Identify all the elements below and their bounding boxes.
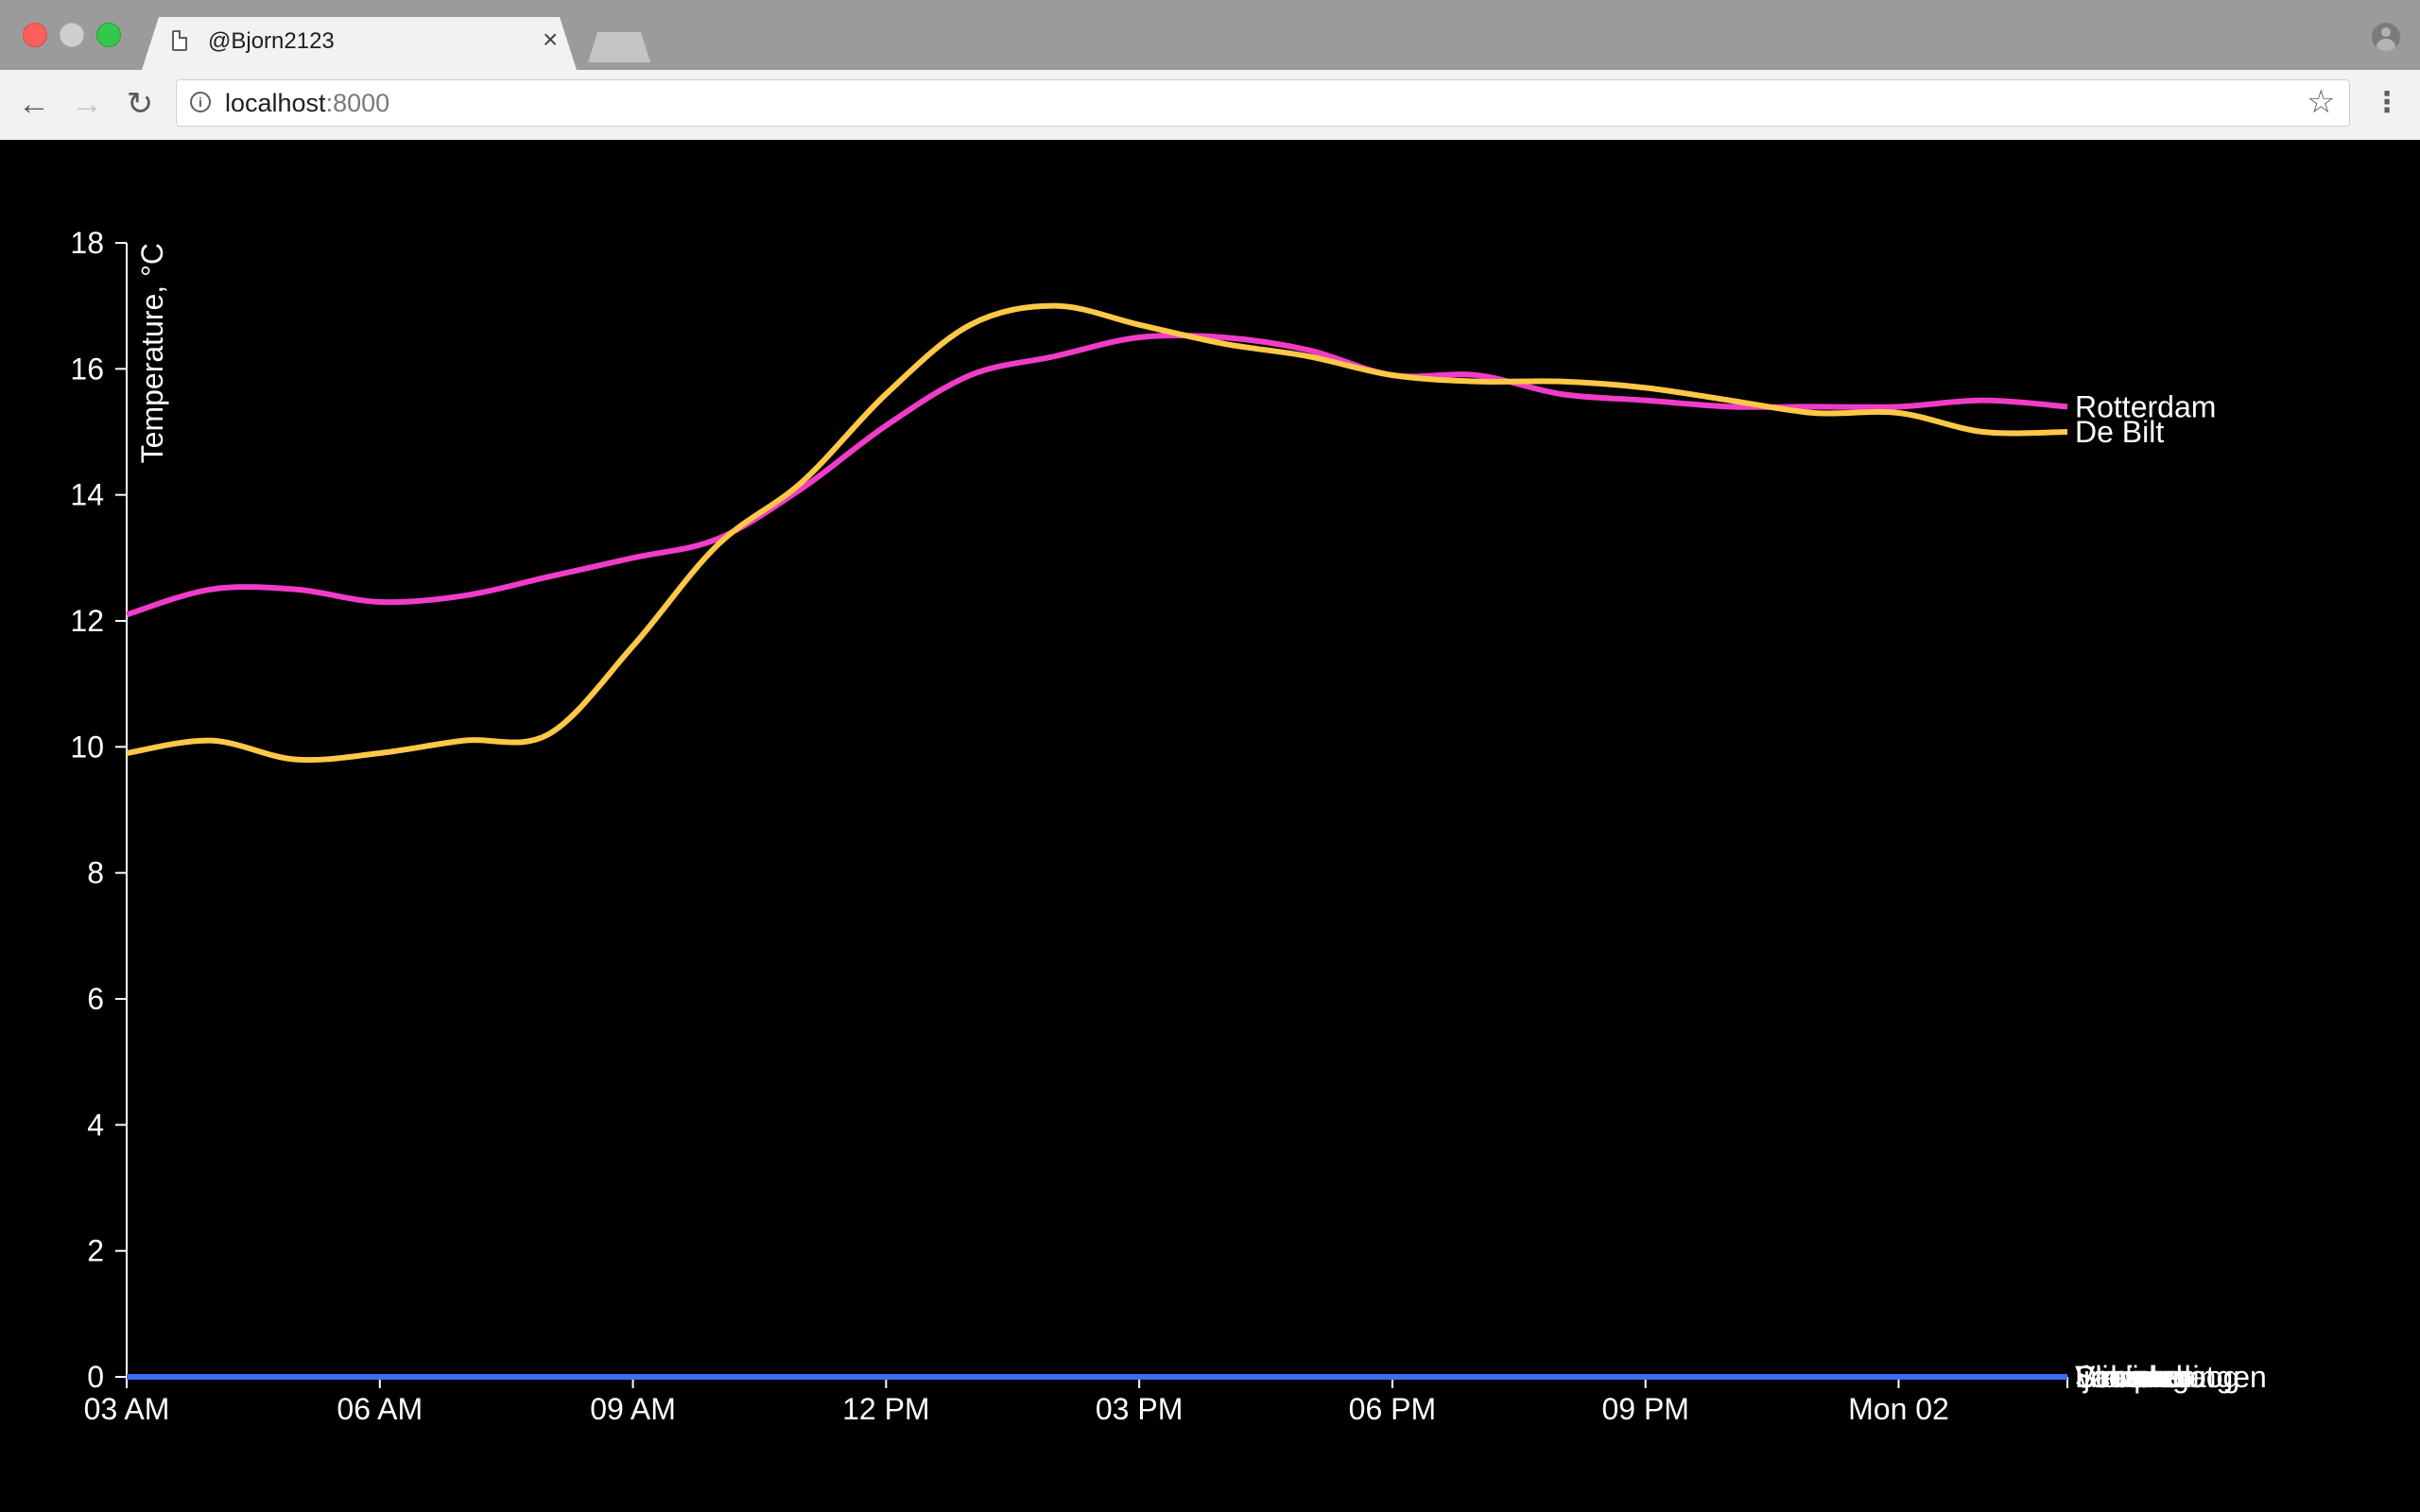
tab-title: @Bjorn2123 <box>208 28 335 54</box>
maximize-window-button[interactable] <box>96 23 121 47</box>
series-label-schaar: Schaar <box>2075 1360 2171 1394</box>
y-tick-label: 2 <box>87 1234 104 1268</box>
y-tick-label: 4 <box>87 1108 104 1142</box>
series-lines <box>126 302 2068 1381</box>
new-tab-button[interactable] <box>588 32 650 62</box>
series-label-vlieland: Vlieland <box>2075 1360 2183 1394</box>
star-icon[interactable]: ☆ <box>2307 84 2336 120</box>
temperature-chart: 0 2 4 6 8 10 12 14 16 18 03 AM 06 AM 09 AM 12 PM 03 P… <box>70 226 2267 1426</box>
x-tick-label: Mon 02 <box>1848 1392 1949 1426</box>
x-tick-label: 03 AM <box>84 1392 170 1426</box>
url-text[interactable]: localhost:8000 <box>225 89 389 118</box>
reload-icon: ↻ <box>126 86 154 122</box>
profile-icon[interactable] <box>2372 23 2400 51</box>
x-tick-label: 09 PM <box>1601 1392 1688 1426</box>
y-tick-label: 18 <box>70 226 104 260</box>
series-label-scheveningen: Scheveningen <box>2075 1360 2267 1394</box>
x-tick-label: 06 AM <box>337 1392 423 1426</box>
series-label-stroomgat: Stroomgat <box>2075 1360 2215 1394</box>
info-icon[interactable]: i <box>190 92 211 112</box>
arrow-right-icon: → <box>71 86 103 122</box>
series-label-ijmuiden: Ijmuiden <box>2075 1360 2189 1394</box>
x-tick-label: 12 PM <box>842 1392 929 1426</box>
browser-chrome: @Bjorn2123 × ← → ↻ i localhost:8000 ☆ ⋮ <box>0 0 2420 140</box>
y-tick-label: 10 <box>70 730 104 764</box>
y-tick-label: 12 <box>70 604 104 638</box>
browser-tab[interactable] <box>142 17 577 70</box>
series-label-de-bilt: De Bilt <box>2075 415 2164 449</box>
reload-button[interactable]: ↻ <box>123 87 157 121</box>
address-bar[interactable] <box>176 79 2350 127</box>
url-host: localhost <box>225 89 326 117</box>
series-line-de-bilt <box>126 302 2068 764</box>
close-window-button[interactable] <box>23 23 47 47</box>
minimize-window-button[interactable] <box>60 23 84 47</box>
y-tick-label: 16 <box>70 352 104 386</box>
y-axis: 0 2 4 6 8 10 12 14 16 18 <box>70 226 128 1394</box>
series-label-rotterdam: Rotterdam <box>2075 389 2216 423</box>
x-tick-label: 06 PM <box>1349 1392 1436 1426</box>
document-icon <box>172 30 187 51</box>
close-tab-icon[interactable]: × <box>543 25 559 54</box>
y-tick-label: 0 <box>87 1360 104 1394</box>
series-label-stavoren: Stavoren <box>2075 1360 2196 1394</box>
url-port: :8000 <box>325 89 390 117</box>
series-line-rotterdam <box>126 332 2068 618</box>
y-tick-label: 8 <box>87 856 104 890</box>
arrow-left-icon: ← <box>18 86 50 122</box>
y-tick-label: 14 <box>70 478 104 512</box>
series-label-schiphol: Schiphol <box>2075 1360 2191 1394</box>
kebab-menu-icon[interactable]: ⋮ <box>2373 87 2401 118</box>
y-tick-label: 6 <box>87 982 104 1016</box>
back-button[interactable]: ← <box>17 87 51 121</box>
x-axis: 03 AM 06 AM 09 AM 12 PM 03 PM 06 PM 09 PM Mon 0… <box>84 1376 2068 1426</box>
series-label-lauwersoog: Lauwersoog <box>2075 1360 2239 1394</box>
forward-button[interactable]: → <box>70 87 104 121</box>
x-tick-label: 03 PM <box>1096 1392 1183 1426</box>
y-axis-title: Temperature, °C <box>135 243 169 463</box>
x-tick-label: 09 AM <box>590 1392 676 1426</box>
